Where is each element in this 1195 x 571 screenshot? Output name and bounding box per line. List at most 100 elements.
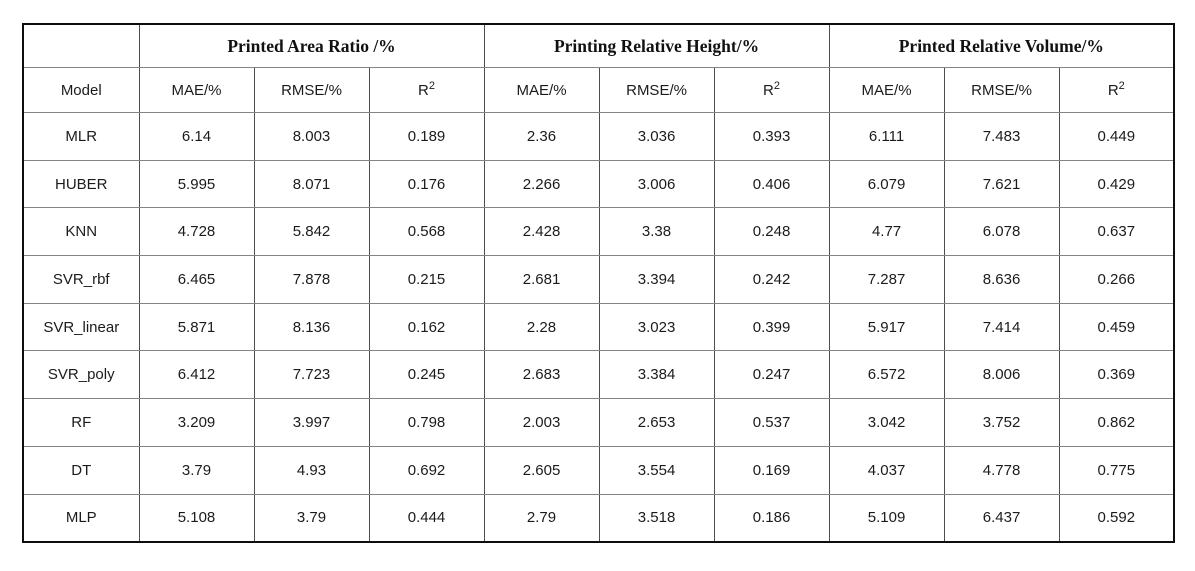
metric-cell: 8.071: [254, 160, 370, 209]
model-cell: MLR: [23, 112, 140, 161]
metric-cell: 8.003: [254, 112, 370, 161]
rmse-header-group2: RMSE/%: [599, 67, 715, 113]
metric-cell: 2.605: [484, 446, 600, 495]
metric-cell: 0.176: [369, 160, 485, 209]
model-metrics-table: Printed Area Ratio /% Printing Relative …: [22, 23, 1176, 544]
metric-cell: 8.136: [254, 303, 370, 352]
metric-cell: 8.006: [944, 350, 1060, 400]
metric-cell: 3.006: [599, 160, 715, 209]
mae-header-group1: MAE/%: [139, 67, 255, 113]
metric-cell: 7.483: [944, 112, 1060, 161]
metric-cell: 0.247: [714, 350, 830, 400]
r2-header-group1: R2: [369, 67, 485, 113]
metric-cell: 4.728: [139, 207, 255, 257]
model-cell: MLP: [23, 494, 140, 543]
table-row-knn: KNN 4.728 5.842 0.568 2.428 3.38 0.248 4…: [23, 207, 1175, 257]
metric-cell: 3.042: [829, 398, 945, 447]
metric-cell: 2.79: [484, 494, 600, 543]
rmse-header-group1: RMSE/%: [254, 67, 370, 113]
metric-cell: 6.111: [829, 112, 945, 161]
metric-cell: 3.997: [254, 398, 370, 447]
table-row-svr-poly: SVR_poly 6.412 7.723 0.245 2.683 3.384 0…: [23, 350, 1175, 400]
metric-cell: 0.186: [714, 494, 830, 543]
metric-cell: 3.394: [599, 255, 715, 304]
metric-cell: 8.636: [944, 255, 1060, 304]
metric-cell: 3.036: [599, 112, 715, 161]
metric-cell: 7.723: [254, 350, 370, 400]
metric-cell: 6.078: [944, 207, 1060, 257]
metric-cell: 6.437: [944, 494, 1060, 543]
model-cell: RF: [23, 398, 140, 447]
metric-cell: 0.444: [369, 494, 485, 543]
rmse-header-group3: RMSE/%: [944, 67, 1060, 113]
metric-cell: 3.79: [139, 446, 255, 495]
metric-cell: 3.554: [599, 446, 715, 495]
metric-cell: 2.28: [484, 303, 600, 352]
metric-cell: 3.023: [599, 303, 715, 352]
metric-cell: 2.681: [484, 255, 600, 304]
metric-cell: 7.621: [944, 160, 1060, 209]
metric-cell: 3.384: [599, 350, 715, 400]
table-row-rf: RF 3.209 3.997 0.798 2.003 2.653 0.537 3…: [23, 398, 1175, 447]
model-cell: DT: [23, 446, 140, 495]
metric-cell: 0.266: [1059, 255, 1175, 304]
metric-cell: 7.414: [944, 303, 1060, 352]
metric-cell: 2.683: [484, 350, 600, 400]
metric-cell: 3.38: [599, 207, 715, 257]
metric-cell: 0.169: [714, 446, 830, 495]
group-header-printing-relative-height: Printing Relative Height/%: [484, 24, 830, 68]
metric-cell: 0.775: [1059, 446, 1175, 495]
metric-cell: 6.079: [829, 160, 945, 209]
r2-header-group2: R2: [714, 67, 830, 113]
metric-cell: 2.266: [484, 160, 600, 209]
group-header-row: Printed Area Ratio /% Printing Relative …: [23, 24, 1175, 68]
group-header-printed-area-ratio: Printed Area Ratio /%: [139, 24, 485, 68]
metric-cell: 3.518: [599, 494, 715, 543]
table-row-svr-linear: SVR_linear 5.871 8.136 0.162 2.28 3.023 …: [23, 303, 1175, 352]
metric-cell: 5.108: [139, 494, 255, 543]
metric-cell: 3.752: [944, 398, 1060, 447]
metric-cell: 0.248: [714, 207, 830, 257]
metric-cell: 5.871: [139, 303, 255, 352]
model-cell: HUBER: [23, 160, 140, 209]
mae-header-group3: MAE/%: [829, 67, 945, 113]
metric-cell: 0.399: [714, 303, 830, 352]
metric-cell: 0.637: [1059, 207, 1175, 257]
model-cell: SVR_poly: [23, 350, 140, 400]
metric-cell: 0.369: [1059, 350, 1175, 400]
metric-cell: 4.037: [829, 446, 945, 495]
metric-cell: 6.465: [139, 255, 255, 304]
model-cell: KNN: [23, 207, 140, 257]
metric-cell: 4.77: [829, 207, 945, 257]
metric-cell: 4.778: [944, 446, 1060, 495]
metric-cell: 2.428: [484, 207, 600, 257]
metric-cell: 0.537: [714, 398, 830, 447]
metric-cell: 4.93: [254, 446, 370, 495]
metric-cell: 0.459: [1059, 303, 1175, 352]
model-cell: SVR_linear: [23, 303, 140, 352]
metric-cell: 0.242: [714, 255, 830, 304]
metric-cell: 2.003: [484, 398, 600, 447]
metric-cell: 0.393: [714, 112, 830, 161]
metric-cell: 5.995: [139, 160, 255, 209]
model-column-header: Model: [23, 67, 140, 113]
metric-cell: 0.692: [369, 446, 485, 495]
metric-cell: 0.798: [369, 398, 485, 447]
metric-cell: 2.653: [599, 398, 715, 447]
table-row-svr-rbf: SVR_rbf 6.465 7.878 0.215 2.681 3.394 0.…: [23, 255, 1175, 304]
r2-header-group3: R2: [1059, 67, 1175, 113]
metric-cell: 0.406: [714, 160, 830, 209]
metric-cell: 0.449: [1059, 112, 1175, 161]
group-header-printed-relative-volume: Printed Relative Volume/%: [829, 24, 1175, 68]
metric-cell: 0.215: [369, 255, 485, 304]
metric-cell: 0.245: [369, 350, 485, 400]
table-row-mlr: MLR 6.14 8.003 0.189 2.36 3.036 0.393 6.…: [23, 112, 1175, 161]
table-row-huber: HUBER 5.995 8.071 0.176 2.266 3.006 0.40…: [23, 160, 1175, 209]
metric-cell: 6.572: [829, 350, 945, 400]
metric-cell: 0.568: [369, 207, 485, 257]
metric-cell: 3.79: [254, 494, 370, 543]
metric-cell: 2.36: [484, 112, 600, 161]
metric-cell: 0.162: [369, 303, 485, 352]
corner-cell: [23, 24, 140, 68]
